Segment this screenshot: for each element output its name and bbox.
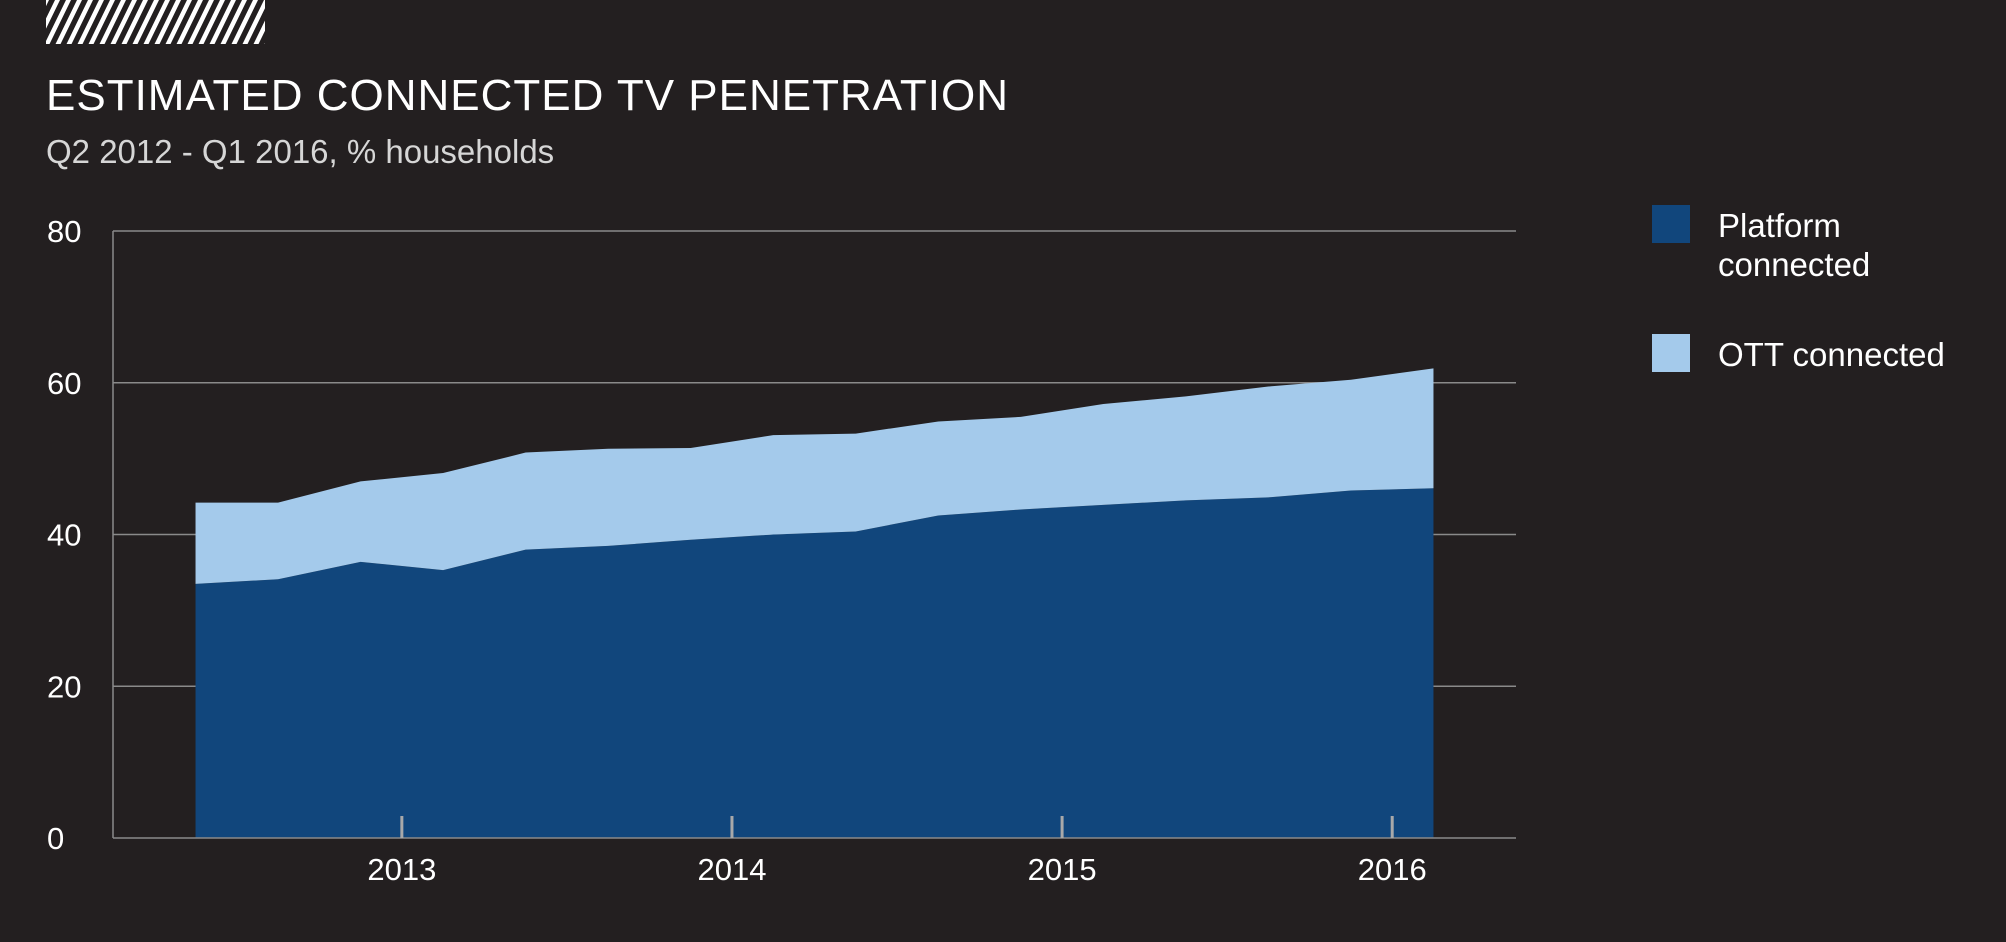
- y-axis-ticks: 0 20 40 60 80: [47, 214, 81, 856]
- y-tick-label-0: 0: [47, 821, 64, 856]
- x-tick-label-2013: 2013: [367, 852, 436, 887]
- legend-swatch-ott-connected: [1652, 334, 1690, 372]
- y-tick-label-80: 80: [47, 214, 81, 249]
- stripe-decoration: [46, 0, 265, 44]
- y-tick-label-20: 20: [47, 669, 81, 704]
- y-tick-label-60: 60: [47, 366, 81, 401]
- x-tick-label-2015: 2015: [1028, 852, 1097, 887]
- x-axis-ticks: 2013 2014 2015 2016: [367, 816, 1427, 887]
- legend-label-ott-connected: OTT connected: [1718, 336, 1945, 373]
- legend-label-platform-connected: Platform connected: [1718, 207, 1870, 283]
- area-layer: [195, 368, 1434, 838]
- x-tick-label-2016: 2016: [1358, 852, 1427, 887]
- area-ott-connected: [195, 368, 1434, 584]
- x-tick-label-2014: 2014: [697, 852, 766, 887]
- area-platform-connected: [195, 488, 1434, 838]
- chart-title: ESTIMATED CONNECTED TV PENETRATION: [46, 71, 1009, 120]
- legend-swatch-platform-connected: [1652, 205, 1690, 243]
- legend: Platform connected OTT connected: [1652, 205, 1945, 373]
- chart-subtitle: Q2 2012 - Q1 2016, % households: [46, 133, 554, 170]
- axes: [112, 231, 1516, 839]
- y-tick-label-40: 40: [47, 518, 81, 553]
